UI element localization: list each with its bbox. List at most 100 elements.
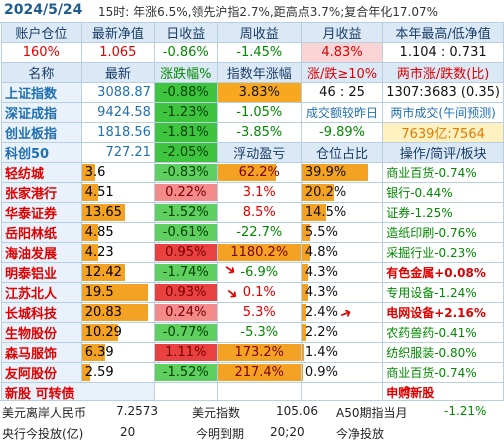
- stock-float-pnl: 5.3%: [216, 302, 302, 323]
- index-row: 创业板指 1818.56 -1.81% -3.85% -9.89% 7639亿:7564: [1, 122, 504, 143]
- index-header-5-text: 两市涨/跌数(比): [396, 67, 490, 82]
- stock-row: 岳阳林纸 4.85 -0.61% -22.7% 5.5% 造纸印刷-0.76%: [1, 222, 504, 243]
- stock-change: -0.83%: [153, 162, 218, 183]
- pboc-label: 央行今投放(亿): [2, 427, 84, 441]
- index-price: 1818.56: [80, 122, 155, 143]
- value-bar: [218, 244, 301, 261]
- stock-float-pnl-text: 217.4%: [234, 365, 285, 380]
- stock-position-pct-text: 4.8%: [304, 245, 338, 260]
- stock-change-text: 0.93%: [165, 285, 207, 300]
- stock-position-pct-text: 20.2%: [304, 185, 347, 200]
- index-change: -1.23%: [153, 102, 218, 123]
- stock-sector-note: 商业百货-0.74%: [382, 362, 504, 383]
- stock-position-pct-text: 0.9%: [304, 365, 338, 380]
- stock-position-pct-text: 2.4%: [304, 305, 338, 320]
- index-header-row: 名称 最新 涨跌幅% 指数年涨幅 涨/跌≥10% 两市涨/跌数(比): [1, 62, 504, 83]
- index-c5-text: 46 : 25: [319, 85, 365, 100]
- index-row: 上证指数 3088.87 -0.88% 3.83% 46 : 25 1307:3683 (…: [1, 82, 504, 103]
- stock-position-pct: 0.9%: [300, 362, 384, 383]
- stock-name: 森马服饰: [1, 342, 82, 363]
- title-bar: 2024/5/24 15时: 年涨6.5%,领先沪指2.7%,距高点3.7%;复…: [0, 0, 504, 23]
- stock-name-text: 生物股份: [5, 327, 58, 342]
- stock-position-pct-text: 14.5%: [304, 205, 347, 220]
- stock-name-text: 江苏北人: [5, 287, 58, 302]
- index-price-text: 9424.58: [97, 105, 151, 120]
- stock-change-text: -1.74%: [162, 265, 209, 280]
- stock-float-pnl-text: -22.7%: [236, 225, 283, 240]
- newstock-label-text: 新股 可转债: [5, 387, 75, 402]
- value-bar: [155, 364, 217, 381]
- index-row: 科创50 727.21 -2.05% 浮动盈亏 仓位占比 操作/简评/板块: [1, 142, 504, 163]
- stock-name: 明泰铝业: [1, 262, 82, 283]
- account-values-row: 160% 1.065 -0.86% -1.45% 4.83% 1.104 : 0.731: [1, 42, 504, 63]
- account-value-4: 4.83%: [300, 42, 384, 63]
- portfolio-table: 账户仓位 最新净值 日收益 周收益 月收益 本年最高/低净值 160% 1.065 -0.86%…: [1, 22, 504, 403]
- stock-position-pct-text: 4.3%: [304, 265, 338, 280]
- stock-position-pct: 4.8%: [300, 242, 384, 263]
- fx-value: 7.2573: [116, 404, 158, 418]
- stock-position-pct-text: 2.2%: [304, 325, 338, 340]
- stock-float-pnl-text: 173.2%: [234, 345, 285, 360]
- value-bar: [302, 184, 334, 201]
- stock-sector-note-text: 证券-1.25%: [386, 206, 453, 220]
- value-bar: [82, 364, 91, 381]
- index-c5: -9.89%: [300, 122, 384, 143]
- stock-name: 岳阳林纸: [1, 222, 82, 243]
- account-header-2: 日收益: [153, 22, 218, 43]
- stock-position-pct: 14.5%: [300, 202, 384, 223]
- value-bar: [155, 344, 217, 361]
- index-c6-text: 操作/简评/板块: [399, 147, 487, 162]
- value-bar: [218, 344, 301, 361]
- stock-position-pct-text: 4.3%: [304, 285, 338, 300]
- index-c5: 46 : 25: [300, 82, 384, 103]
- stock-position-pct: 4.3%: [300, 282, 384, 303]
- account-value-4-text: 4.83%: [321, 45, 363, 60]
- stock-name-text: 友阿股份: [5, 367, 58, 382]
- account-value-2: -0.86%: [153, 42, 218, 63]
- stock-float-pnl-text: 3.1%: [242, 185, 276, 200]
- stock-change: 0.93%: [153, 282, 218, 303]
- account-header-3: 周收益: [216, 22, 302, 43]
- usd-index-label: 美元指数: [192, 406, 241, 420]
- stock-float-pnl-text: 62.2%: [238, 165, 280, 180]
- index-price: 9424.58: [80, 102, 155, 123]
- value-bar: [218, 164, 276, 181]
- stock-float-pnl-text: -6.9%: [240, 265, 279, 280]
- stock-position-pct: 20.2%: [300, 182, 384, 203]
- value-bar: [302, 304, 306, 321]
- stock-position-pct: 1.4%: [300, 342, 384, 363]
- index-name-text: 科创50: [5, 147, 50, 162]
- stock-sector-note-text: 有色金属+0.08%: [386, 266, 486, 280]
- stock-float-pnl-text: -5.3%: [240, 325, 279, 340]
- stock-price-text: 12.42: [84, 265, 122, 280]
- account-value-5-text: 1.104 : 0.731: [399, 45, 487, 60]
- value-bar: [82, 344, 105, 361]
- index-header-0: 名称: [1, 62, 82, 83]
- index-header-3: 指数年涨幅: [216, 62, 302, 83]
- index-c6-text: 1307:3683 (0.35): [386, 85, 500, 100]
- index-header-2-text: 涨跌幅%: [160, 67, 212, 82]
- stock-row: 海油发展 4.23 0.95% 1180.2% 4.8% 采掘行业-0.23%: [1, 242, 504, 263]
- stock-name: 江苏北人: [1, 282, 82, 303]
- stock-position-pct-text: 1.4%: [304, 345, 338, 360]
- fx-row: 美元离岸人民币 7.2573 美元指数 105.06 A50期指当月 -1.21…: [0, 401, 504, 421]
- index-name-text: 深证成指: [5, 107, 58, 122]
- index-change-text: -0.88%: [162, 85, 209, 100]
- value-bar: [82, 204, 126, 221]
- account-value-0: 160%: [1, 42, 82, 63]
- account-value-1-text: 1.065: [99, 45, 137, 60]
- pboc-value: 20: [120, 425, 136, 439]
- index-c5: 成交额较昨日: [300, 102, 384, 123]
- fx-label: 美元离岸人民币: [2, 406, 87, 420]
- index-change: -0.88%: [153, 82, 218, 103]
- report-date: 2024/5/24: [4, 2, 83, 18]
- stock-change: -0.77%: [153, 322, 218, 343]
- value-bar: [302, 344, 305, 361]
- index-change-text: -1.23%: [162, 105, 209, 120]
- maturity-label: 今明到期: [196, 427, 245, 441]
- stock-change: -1.52%: [153, 202, 218, 223]
- index-c4: 3.83%: [216, 82, 302, 103]
- stock-position-pct: 2.4%: [300, 302, 384, 323]
- stock-name-text: 张家港行: [5, 187, 58, 202]
- stock-sector-note: 电网设备+2.16%: [382, 302, 504, 323]
